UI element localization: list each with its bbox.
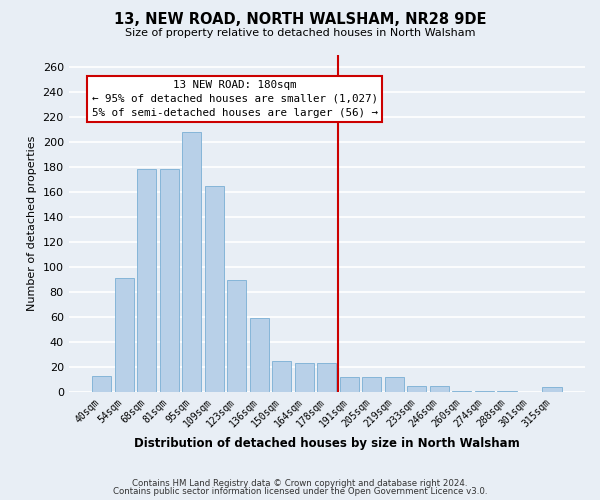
Bar bbox=[272, 360, 292, 392]
Bar bbox=[250, 318, 269, 392]
Text: 13, NEW ROAD, NORTH WALSHAM, NR28 9DE: 13, NEW ROAD, NORTH WALSHAM, NR28 9DE bbox=[114, 12, 486, 28]
Bar bbox=[407, 386, 427, 392]
Bar bbox=[92, 376, 111, 392]
Bar bbox=[362, 377, 382, 392]
Bar bbox=[497, 390, 517, 392]
Bar bbox=[137, 168, 156, 392]
Bar bbox=[452, 390, 472, 392]
Text: Contains HM Land Registry data © Crown copyright and database right 2024.: Contains HM Land Registry data © Crown c… bbox=[132, 478, 468, 488]
Text: 13 NEW ROAD: 180sqm
← 95% of detached houses are smaller (1,027)
5% of semi-deta: 13 NEW ROAD: 180sqm ← 95% of detached ho… bbox=[92, 80, 377, 118]
Bar bbox=[115, 278, 134, 392]
Bar bbox=[430, 386, 449, 392]
Bar bbox=[182, 132, 202, 392]
Bar bbox=[340, 377, 359, 392]
Bar bbox=[317, 363, 337, 392]
Bar bbox=[295, 363, 314, 392]
Text: Contains public sector information licensed under the Open Government Licence v3: Contains public sector information licen… bbox=[113, 487, 487, 496]
Bar bbox=[542, 387, 562, 392]
X-axis label: Distribution of detached houses by size in North Walsham: Distribution of detached houses by size … bbox=[134, 437, 520, 450]
Y-axis label: Number of detached properties: Number of detached properties bbox=[27, 136, 37, 311]
Bar bbox=[205, 186, 224, 392]
Text: Size of property relative to detached houses in North Walsham: Size of property relative to detached ho… bbox=[125, 28, 475, 38]
Bar bbox=[385, 377, 404, 392]
Bar bbox=[475, 390, 494, 392]
Bar bbox=[227, 280, 247, 392]
Bar bbox=[160, 168, 179, 392]
